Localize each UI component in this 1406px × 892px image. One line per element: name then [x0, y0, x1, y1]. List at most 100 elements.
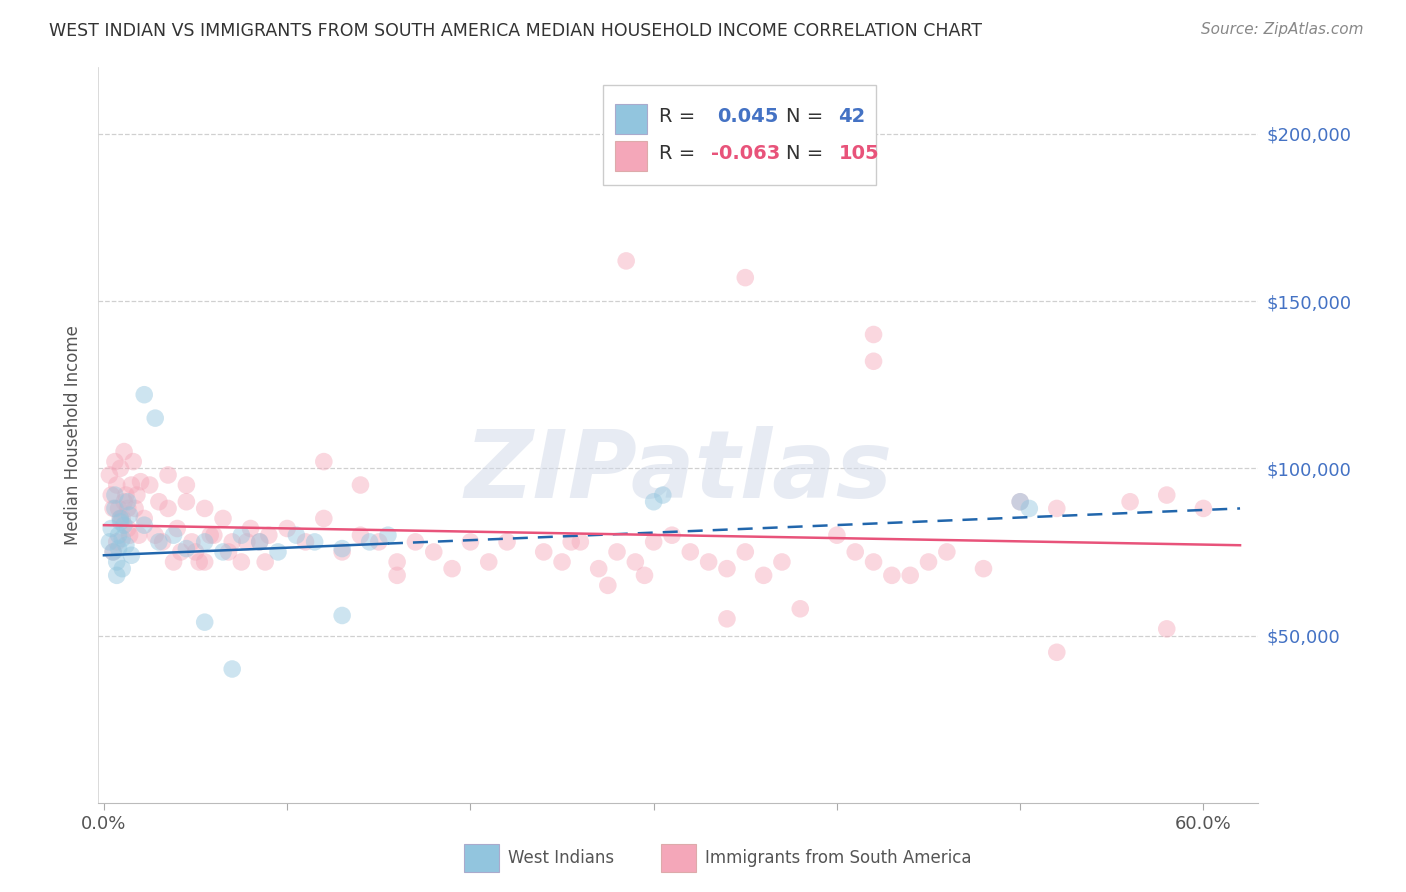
Point — [844, 545, 866, 559]
Point — [569, 534, 592, 549]
Point — [128, 528, 150, 542]
Point — [862, 555, 884, 569]
Point — [917, 555, 939, 569]
Point — [606, 545, 628, 559]
Text: -0.063: -0.063 — [711, 144, 780, 162]
Point — [377, 528, 399, 542]
Point — [596, 578, 619, 592]
Point — [120, 548, 142, 563]
Point — [166, 521, 188, 535]
Point — [118, 508, 141, 523]
Point — [231, 555, 253, 569]
Point — [385, 555, 408, 569]
Point — [194, 555, 217, 569]
Point — [441, 562, 464, 576]
Point — [202, 528, 225, 542]
Point — [423, 545, 446, 559]
Point — [105, 555, 128, 569]
Text: R =: R = — [658, 144, 702, 162]
Point — [496, 534, 519, 549]
Point — [359, 534, 381, 549]
Point — [770, 555, 793, 569]
Point — [110, 461, 132, 475]
Point — [101, 501, 124, 516]
Point — [115, 488, 138, 502]
Point — [973, 562, 995, 576]
Point — [112, 518, 135, 533]
Point — [162, 555, 184, 569]
Point — [734, 545, 756, 559]
Point — [117, 521, 139, 535]
Point — [157, 467, 180, 482]
Point — [134, 511, 156, 525]
Point — [312, 511, 335, 525]
Point — [1010, 494, 1032, 508]
Point — [716, 612, 738, 626]
Point — [188, 555, 211, 569]
Point — [734, 270, 756, 285]
Text: N =: N = — [786, 144, 830, 162]
Point — [162, 528, 184, 542]
Point — [101, 545, 124, 559]
Point — [221, 534, 243, 549]
Point — [330, 545, 353, 559]
Point — [118, 528, 141, 542]
Point — [105, 568, 128, 582]
Point — [588, 562, 610, 576]
Point — [111, 532, 134, 546]
Point — [107, 528, 129, 542]
Point — [1010, 494, 1032, 508]
Point — [218, 545, 240, 559]
Point — [104, 501, 127, 516]
Point — [104, 454, 127, 469]
Point — [117, 501, 139, 516]
FancyBboxPatch shape — [614, 141, 647, 170]
Point — [285, 528, 308, 542]
Point — [862, 354, 884, 368]
Point — [112, 494, 135, 508]
Point — [633, 568, 655, 582]
FancyBboxPatch shape — [661, 844, 696, 872]
Point — [312, 454, 335, 469]
Point — [180, 534, 202, 549]
Text: R =: R = — [658, 107, 702, 126]
Point — [880, 568, 903, 582]
Point — [152, 534, 174, 549]
Point — [551, 555, 574, 569]
Y-axis label: Median Household Income: Median Household Income — [65, 325, 83, 545]
FancyBboxPatch shape — [614, 103, 647, 134]
Point — [697, 555, 720, 569]
Point — [184, 545, 207, 559]
Point — [101, 545, 124, 559]
Text: 42: 42 — [838, 107, 866, 126]
Point — [98, 534, 121, 549]
Point — [212, 545, 235, 559]
Point — [105, 478, 128, 492]
Point — [651, 488, 673, 502]
Point — [661, 528, 683, 542]
Point — [330, 541, 353, 556]
Point — [98, 467, 121, 482]
Point — [176, 494, 198, 508]
Point — [716, 562, 738, 576]
Point — [1046, 501, 1069, 516]
Point — [194, 615, 217, 630]
Point — [1119, 494, 1142, 508]
Point — [107, 541, 129, 556]
Point — [105, 534, 128, 549]
Point — [104, 488, 127, 502]
Point — [157, 501, 180, 516]
Point — [249, 534, 271, 549]
Point — [1156, 488, 1178, 502]
Text: WEST INDIAN VS IMMIGRANTS FROM SOUTH AMERICA MEDIAN HOUSEHOLD INCOME CORRELATION: WEST INDIAN VS IMMIGRANTS FROM SOUTH AME… — [49, 22, 983, 40]
Point — [110, 515, 132, 529]
Text: ZIPatlas: ZIPatlas — [464, 425, 893, 517]
Point — [134, 518, 156, 533]
Point — [239, 521, 262, 535]
Point — [294, 534, 316, 549]
Point — [385, 568, 408, 582]
Point — [194, 501, 217, 516]
Text: Immigrants from South America: Immigrants from South America — [704, 849, 972, 867]
Point — [100, 488, 122, 502]
Point — [221, 662, 243, 676]
